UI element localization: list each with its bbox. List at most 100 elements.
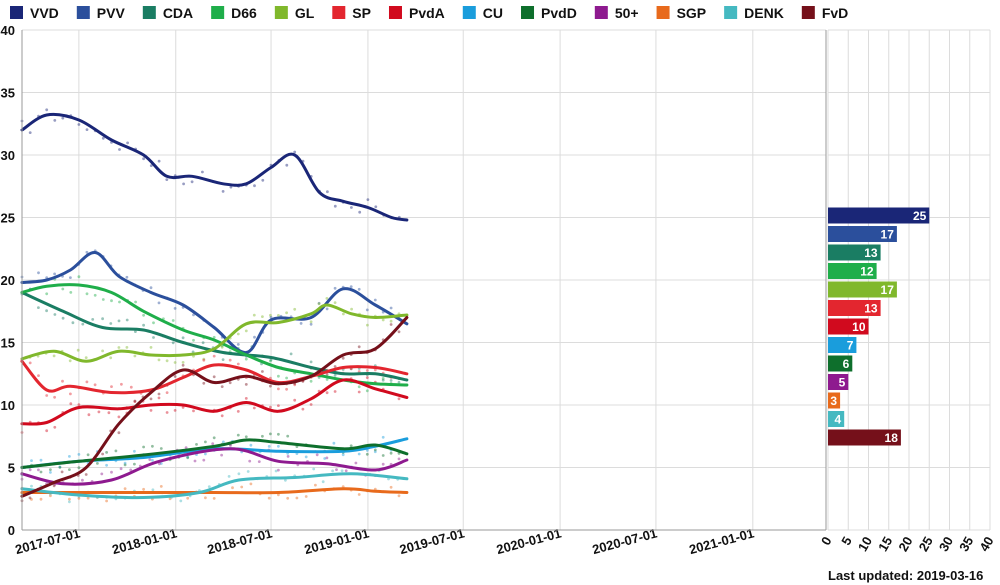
poll-point <box>58 466 62 469</box>
legend-label: DENK <box>744 5 784 21</box>
poll-point <box>105 499 108 503</box>
legend-label: PvdD <box>541 5 577 21</box>
poll-point <box>261 370 264 373</box>
poll-point <box>101 349 104 353</box>
poll-point <box>45 309 48 313</box>
poll-point <box>285 163 289 167</box>
poll-point <box>309 322 313 326</box>
bar-x-tick-label: 0 <box>818 534 835 548</box>
y-tick-label: 35 <box>1 86 15 101</box>
poll-point <box>253 184 256 188</box>
poll-point <box>151 488 155 492</box>
poll-point <box>325 456 329 460</box>
poll-point <box>149 164 153 168</box>
poll-point <box>69 392 72 396</box>
poll-point <box>231 486 234 490</box>
legend-label: CDA <box>163 5 193 21</box>
poll-point <box>244 357 248 361</box>
poll-point <box>110 385 113 388</box>
poll-point <box>249 443 253 447</box>
poll-point <box>354 461 358 465</box>
poll-point <box>212 497 216 500</box>
seat-bar-pvdd <box>828 355 853 372</box>
poll-point <box>30 484 33 488</box>
seat-bar-value: 13 <box>864 246 878 260</box>
poll-point <box>195 443 198 446</box>
poll-point <box>333 286 337 290</box>
legend-swatch <box>388 6 402 19</box>
poll-point <box>159 485 163 488</box>
poll-point <box>157 392 161 396</box>
poll-point <box>85 250 89 254</box>
seat-bar-cda <box>828 244 881 261</box>
poll-point <box>321 480 325 484</box>
poll-point <box>228 358 232 362</box>
seat-bar-pvv <box>828 226 897 242</box>
poll-point <box>366 323 369 327</box>
poll-point <box>202 358 206 362</box>
poll-point <box>151 458 154 462</box>
poll-point <box>202 357 206 361</box>
poll-point <box>261 178 265 182</box>
poll-point <box>397 330 401 334</box>
seat-bar-value: 4 <box>835 413 842 427</box>
poll-point <box>365 308 369 312</box>
poll-point <box>381 377 385 380</box>
poll-point <box>133 400 137 403</box>
bar-x-tick-label: 30 <box>936 534 956 554</box>
poll-point <box>28 468 32 472</box>
poll-point <box>325 297 329 300</box>
poll-point <box>68 468 71 471</box>
poll-point <box>49 494 52 498</box>
poll-point <box>220 385 224 388</box>
poll-point <box>244 397 248 400</box>
poll-point <box>28 361 32 365</box>
poll-point <box>299 322 303 325</box>
poll-point <box>389 319 393 323</box>
poll-point <box>381 454 385 457</box>
poll-point <box>61 287 65 291</box>
poll-point <box>173 409 177 412</box>
poll-point <box>107 411 111 415</box>
poll-point <box>49 468 52 471</box>
poll-point <box>397 380 401 384</box>
poll-point <box>165 391 169 394</box>
trend-lines <box>20 112 409 500</box>
series-line-gl <box>20 303 409 363</box>
poll-point <box>333 204 337 208</box>
poll-point <box>168 497 172 501</box>
poll-point <box>325 391 329 395</box>
poll-point <box>53 395 56 399</box>
poll-point <box>110 470 113 474</box>
seat-bar-gl <box>828 281 897 298</box>
poll-point <box>202 458 206 462</box>
series-line-vvd <box>20 112 409 222</box>
legend-label: CU <box>483 5 503 21</box>
legend-swatch <box>724 6 738 19</box>
poll-point <box>142 487 146 491</box>
poll-point <box>86 453 90 457</box>
poll-point <box>389 485 393 489</box>
poll-point <box>97 410 101 414</box>
poll-point <box>123 463 127 467</box>
poll-point <box>204 496 207 500</box>
poll-point <box>246 470 250 473</box>
poll-point <box>350 206 353 209</box>
poll-point <box>222 440 225 444</box>
poll-point <box>236 343 240 346</box>
poll-point <box>45 394 49 397</box>
poll-point <box>110 299 113 303</box>
y-tick-label: 0 <box>8 523 15 538</box>
poll-point <box>293 150 297 154</box>
poll-point <box>179 499 183 503</box>
poll-point <box>53 272 56 276</box>
legend-label: SP <box>352 5 371 21</box>
poll-point <box>52 354 56 358</box>
poll-point <box>366 198 370 202</box>
poll-point <box>333 301 337 304</box>
y-tick-label: 15 <box>1 336 15 351</box>
poll-point <box>68 455 71 458</box>
poll-point <box>149 346 153 349</box>
poll-point <box>87 413 91 417</box>
poll-point <box>117 319 121 323</box>
